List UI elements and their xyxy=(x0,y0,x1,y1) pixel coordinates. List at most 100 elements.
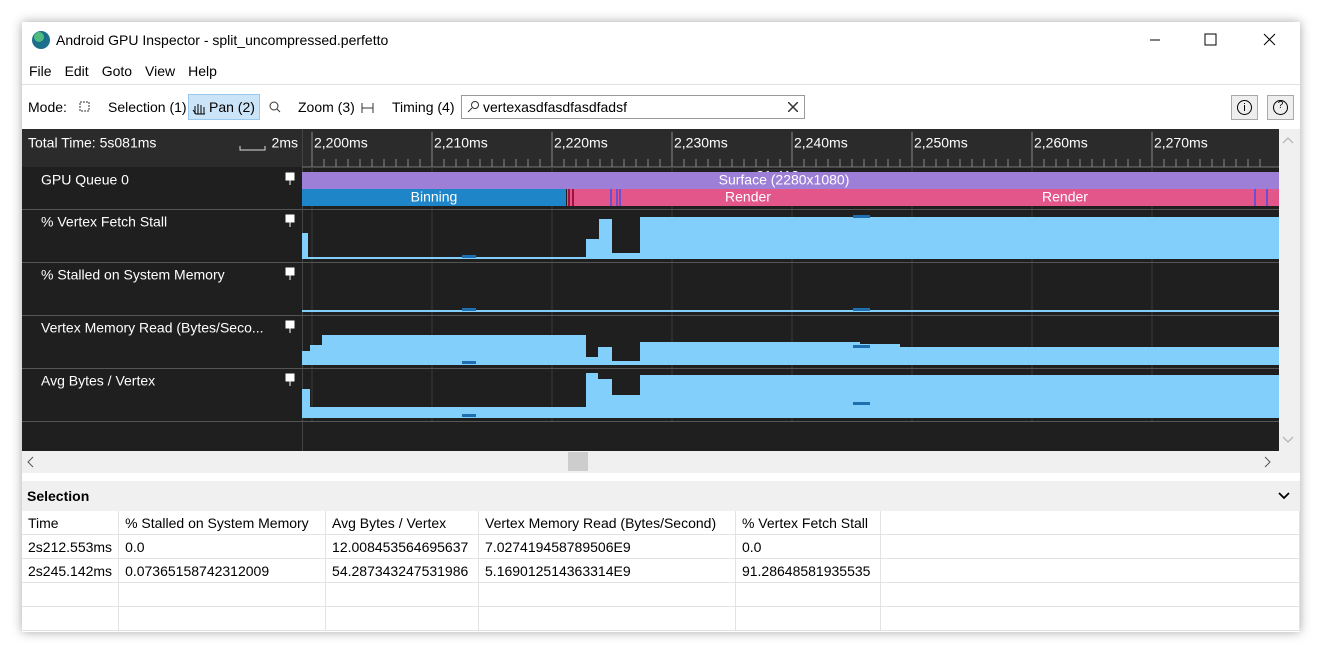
table-cell xyxy=(880,582,1301,607)
slice xyxy=(567,189,1279,206)
table-cell: 0.07365158742312009 xyxy=(118,558,327,583)
menu-item[interactable]: View xyxy=(145,63,176,79)
tick-label: 2,260ms xyxy=(1034,135,1088,151)
timeline[interactable]: Total Time: 5s081ms 2ms 2,200ms 2,210ms 2,22… xyxy=(22,129,1300,485)
slice xyxy=(302,172,1279,189)
tick-label: 2,220ms xyxy=(554,135,608,151)
slice-label: Render xyxy=(1042,189,1088,205)
table-cell xyxy=(118,582,327,607)
table-cell: 12.008453564695637 xyxy=(325,534,480,559)
total-time: Total Time: 5s081ms xyxy=(28,135,156,151)
column-header: Avg Bytes / Vertex xyxy=(325,511,480,535)
menu-item[interactable]: Goto xyxy=(101,63,133,79)
separator xyxy=(22,84,1300,85)
mode-button[interactable]: Selection (1) xyxy=(108,99,187,115)
counter-area xyxy=(302,335,1279,365)
counter-area xyxy=(302,373,1279,418)
mode-label: Mode: xyxy=(28,99,67,115)
mode-button[interactable]: Timing (4) xyxy=(392,99,455,115)
collapse-icon[interactable] xyxy=(1278,491,1290,501)
slice-label: Surface (2280x1080) xyxy=(719,172,850,188)
table-cell xyxy=(325,582,480,607)
table-row: 2s212.553ms 0.0 12.008453564695637 7.027419… xyxy=(22,534,1301,559)
tick-label: 2,210ms xyxy=(434,135,488,151)
menu-item[interactable]: File xyxy=(29,63,52,79)
slice-label: Render xyxy=(725,189,771,205)
search-box[interactable]: vertexasdfasdfasdfadsf xyxy=(461,95,805,119)
header-row: Time% Stalled on System Memory Avg Bytes … xyxy=(22,511,1301,535)
slice-divider xyxy=(572,189,574,206)
table-cell xyxy=(735,606,881,631)
table-cell xyxy=(880,534,1301,559)
scale-label: 2ms xyxy=(272,135,298,151)
app-icon xyxy=(32,31,50,49)
table-cell: 7.027419458789506E9 xyxy=(478,534,736,559)
column-header: % Vertex Fetch Stall xyxy=(735,511,881,535)
pin-icon xyxy=(285,214,295,227)
mode-icons xyxy=(79,101,374,115)
table-cell xyxy=(880,606,1301,631)
table-cell xyxy=(22,606,120,631)
counter-marker xyxy=(462,255,476,258)
table-cell xyxy=(325,606,480,631)
counter-marker xyxy=(853,308,870,311)
table-cell: 2s245.142ms xyxy=(22,558,120,583)
table-cell xyxy=(735,582,881,607)
column-header: Time xyxy=(22,511,120,535)
slice-label: Binning xyxy=(411,189,458,205)
mode-button[interactable]: Pan (2) xyxy=(188,94,260,120)
window-controls[interactable] xyxy=(1132,28,1292,52)
column-header: Vertex Memory Read (Bytes/Second) xyxy=(478,511,736,535)
table-cell: 0.0 xyxy=(735,534,881,559)
pin-icon xyxy=(285,320,295,333)
table-cell: 91.28648581935535 xyxy=(735,558,881,583)
slice-divider xyxy=(619,189,621,206)
table-cell: 2s212.553ms xyxy=(22,534,120,559)
column-header xyxy=(880,511,1301,535)
table-cell xyxy=(22,582,120,607)
counter-area xyxy=(302,310,1279,312)
counter-marker xyxy=(853,402,870,405)
slice-divider xyxy=(610,189,612,206)
counter-marker xyxy=(462,414,476,417)
scale-bar xyxy=(239,146,266,151)
empty-row xyxy=(22,606,1301,631)
track-name: % Stalled on System Memory xyxy=(41,267,225,283)
empty-row xyxy=(22,582,1301,607)
table-cell xyxy=(118,606,327,631)
menu-item[interactable]: Help xyxy=(188,63,217,79)
info-help-buttons[interactable]: ? xyxy=(1231,95,1299,121)
window-title: Android GPU Inspector - split_uncompress… xyxy=(56,32,389,48)
table-cell xyxy=(880,558,1301,583)
table-cell xyxy=(478,606,736,631)
table-cell xyxy=(478,582,736,607)
slice-divider xyxy=(616,189,618,206)
menu-item[interactable]: Edit xyxy=(64,63,89,79)
mode-button[interactable]: Zoom (3) xyxy=(298,99,355,115)
tick-label: 2,270ms xyxy=(1154,135,1208,151)
track-name: GPU Queue 0 xyxy=(41,172,129,188)
counter-marker xyxy=(462,308,476,311)
tick-label: 2,230ms xyxy=(674,135,728,151)
table-cell: 0.0 xyxy=(118,534,327,559)
counter-marker xyxy=(853,345,870,348)
menu-bar: File Edit Goto View Help xyxy=(29,63,230,79)
table-cell: 5.169012514363314E9 xyxy=(478,558,736,583)
slice-divider xyxy=(1266,189,1268,206)
pin-icon xyxy=(285,373,295,386)
counter-area xyxy=(302,217,1279,259)
slice xyxy=(302,189,566,206)
selection-table: Time% Stalled on System Memory Avg Bytes … xyxy=(22,511,1301,631)
svg-text:?: ? xyxy=(1278,100,1284,111)
table-cell: 54.287343247531986 xyxy=(325,558,480,583)
selection-header: Selection xyxy=(22,481,1300,511)
slice-divider xyxy=(568,189,570,206)
tick-label: 2,200ms xyxy=(314,135,368,151)
column-header: % Stalled on System Memory xyxy=(118,511,327,535)
table-row: 2s245.142ms 0.07365158742312009 54.2873432… xyxy=(22,558,1301,583)
section-title: Selection xyxy=(27,488,90,504)
counter-marker xyxy=(853,215,870,218)
slice-divider xyxy=(1254,189,1256,206)
tick-label: 2,250ms xyxy=(914,135,968,151)
app-window: Android GPU Inspector - split_uncompress… xyxy=(22,22,1301,632)
